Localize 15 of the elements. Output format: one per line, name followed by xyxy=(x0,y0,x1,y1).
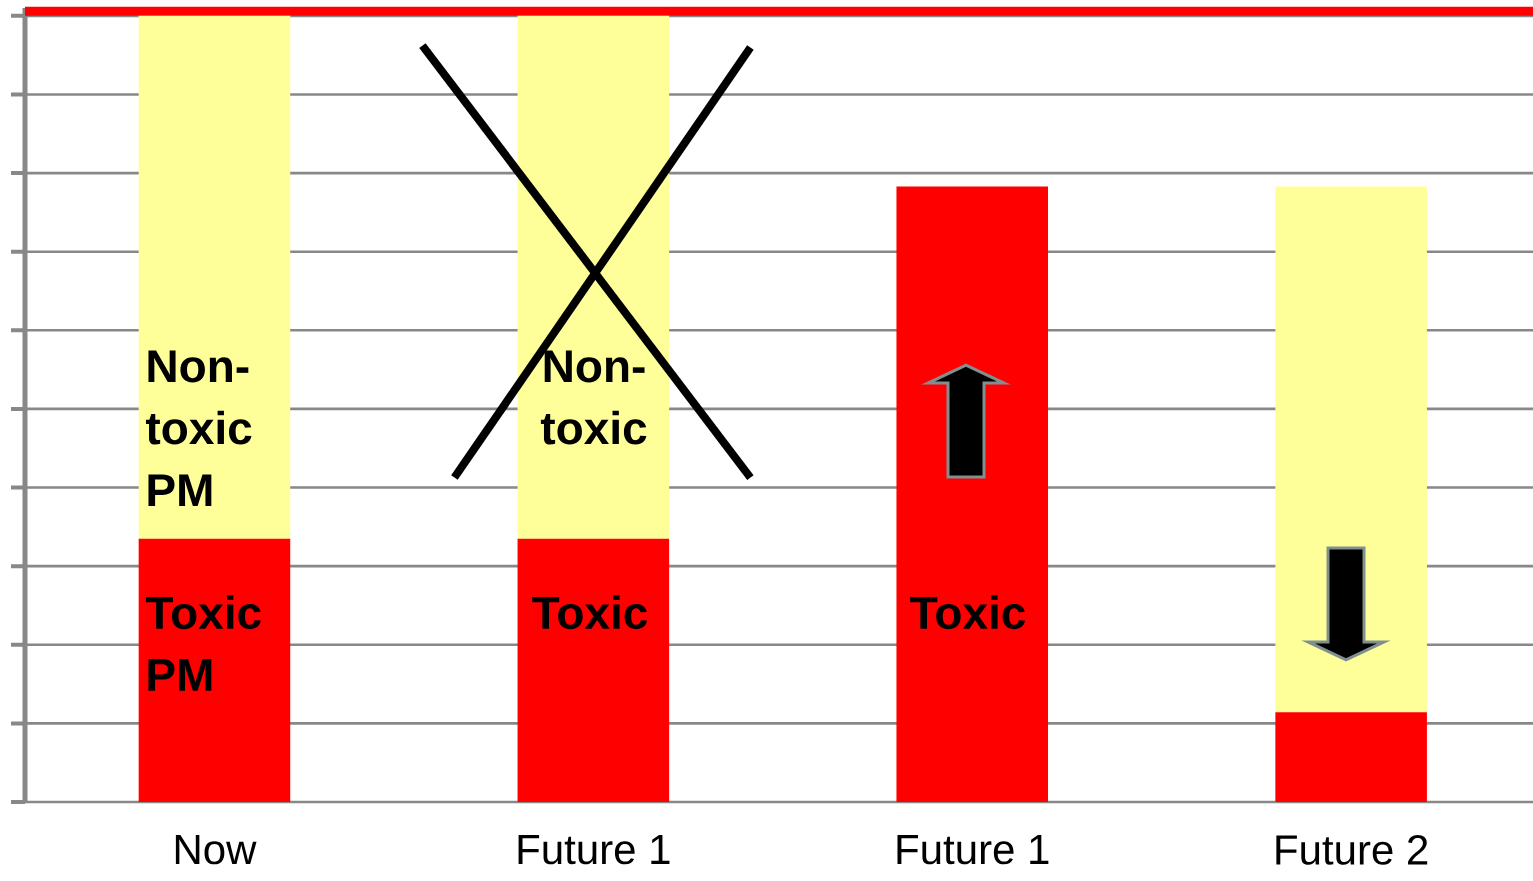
bar xyxy=(1275,186,1427,713)
x-tick-label: Future 2 xyxy=(1276,835,1428,865)
x-tick-label: Future 1 xyxy=(897,835,1049,865)
x-tick-label: Now xyxy=(175,835,257,865)
bar xyxy=(1275,712,1427,802)
annotation: Non-toxic PM xyxy=(145,350,252,507)
x-tick-label: Future 1 xyxy=(518,835,670,865)
annotation: Toxic xyxy=(910,595,1026,630)
bar xyxy=(517,538,670,802)
annotation: Toxic PM xyxy=(145,595,261,691)
bar xyxy=(138,15,291,539)
annotation: Non-toxic xyxy=(540,350,647,445)
annotation: Toxic xyxy=(532,595,648,630)
bar xyxy=(138,538,291,802)
bar xyxy=(896,186,1049,802)
